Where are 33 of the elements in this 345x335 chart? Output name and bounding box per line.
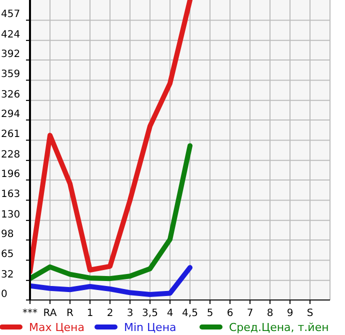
y-tick-label: 424: [1, 29, 20, 40]
x-tick-label: 3: [126, 308, 134, 319]
y-tick-label: 130: [1, 209, 20, 220]
x-tick-label: 7: [246, 308, 254, 319]
x-tick-label: 6: [226, 308, 234, 319]
x-tick-label: 2: [106, 308, 114, 319]
x-tick-label: ***: [22, 308, 38, 319]
x-tick-label: 4: [166, 308, 174, 319]
y-tick-label: 196: [1, 169, 20, 180]
legend-label: Max Цена: [29, 321, 84, 334]
y-tick-label: 98: [1, 229, 14, 240]
y-tick-label: 65: [1, 249, 14, 260]
x-tick-label: 4,5: [182, 308, 198, 319]
y-tick-label: 32: [1, 269, 14, 280]
x-tick-label: 9: [286, 308, 294, 319]
legend-label: Min Цена: [124, 321, 176, 334]
y-tick-label: 457: [1, 9, 20, 20]
x-tick-label: R: [66, 308, 74, 319]
x-tick-label: 8: [266, 308, 274, 319]
y-tick-label: 294: [1, 109, 20, 120]
x-tick-label: 1: [86, 308, 94, 319]
y-tick-label: 261: [1, 129, 20, 140]
x-tick-label: 5: [206, 308, 214, 319]
y-tick-label: 392: [1, 49, 20, 60]
x-tick-label: S: [306, 308, 314, 319]
y-tick-label: 163: [1, 189, 20, 200]
legend-label: Сред.Цена, т.йен: [229, 321, 329, 334]
y-tick-label: 228: [1, 149, 20, 160]
x-tick-label: 3,5: [142, 308, 158, 319]
x-tick-label: RA: [43, 308, 57, 319]
y-tick-label: 0: [1, 289, 8, 300]
y-tick-label: 326: [1, 89, 20, 100]
y-tick-label: 359: [1, 69, 20, 80]
